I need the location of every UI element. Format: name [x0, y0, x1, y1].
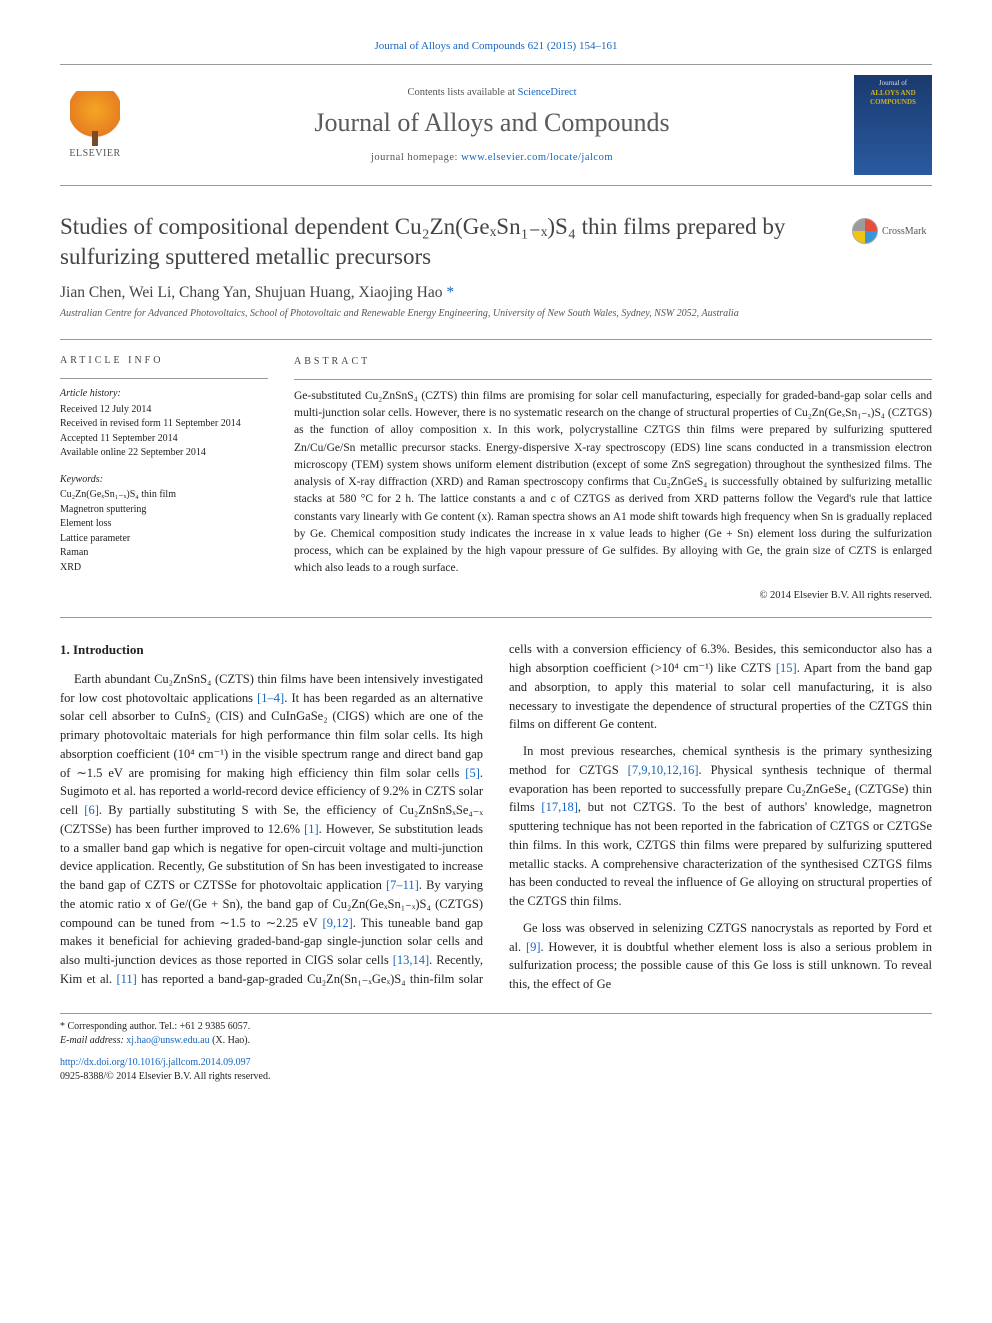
publisher-word: ELSEVIER [60, 148, 130, 159]
keywords-label: Keywords: [60, 473, 268, 488]
keyword: XRD [60, 561, 268, 576]
crossmark-badge[interactable]: CrossMark [852, 218, 932, 244]
corresponding-author: * Corresponding author. Tel.: +61 2 9385… [60, 1020, 932, 1034]
keyword: Element loss [60, 517, 268, 532]
ref-link[interactable]: [7,9,10,12,16] [628, 763, 699, 777]
ref-link[interactable]: [5] [465, 766, 480, 780]
keyword: Lattice parameter [60, 532, 268, 547]
history-item: Received in revised form 11 September 20… [60, 417, 268, 432]
section-heading: 1. Introduction [60, 640, 483, 660]
journal-name: Journal of Alloys and Compounds [130, 108, 854, 138]
ref-link[interactable]: [7–11] [386, 878, 419, 892]
masthead: ELSEVIER Contents lists available at Sci… [60, 64, 932, 186]
affiliation: Australian Centre for Advanced Photovolt… [60, 308, 932, 319]
ref-link[interactable]: [1] [304, 822, 319, 836]
ref-link[interactable]: [9,12] [323, 916, 353, 930]
ref-link[interactable]: [9] [526, 940, 541, 954]
history-item: Received 12 July 2014 [60, 403, 268, 418]
ref-link[interactable]: [15] [776, 661, 797, 675]
homepage-link[interactable]: www.elsevier.com/locate/jalcom [461, 152, 613, 163]
journal-homepage: journal homepage: www.elsevier.com/locat… [130, 152, 854, 163]
history-item: Accepted 11 September 2014 [60, 432, 268, 447]
sciencedirect-link[interactable]: ScienceDirect [518, 87, 577, 98]
contents-available: Contents lists available at ScienceDirec… [130, 87, 854, 98]
paragraph: Ge loss was observed in selenizing CZTGS… [509, 919, 932, 994]
keyword: Cu₂Zn(GeₓSn₁₋ₓ)S₄ thin film [60, 488, 268, 503]
issn-line: 0925-8388/© 2014 Elsevier B.V. All right… [60, 1070, 932, 1084]
history-label: Article history: [60, 387, 268, 402]
copyright-line: © 2014 Elsevier B.V. All rights reserved… [294, 588, 932, 604]
ref-link[interactable]: [17,18] [541, 800, 577, 814]
elsevier-tree-icon [70, 91, 120, 146]
abstract-heading: abstract [294, 354, 932, 369]
author-list: Jian Chen, Wei Li, Chang Yan, Shujuan Hu… [60, 284, 932, 302]
email-line: E-mail address: xj.hao@unsw.edu.au (X. H… [60, 1034, 932, 1048]
crossmark-icon [852, 218, 878, 244]
article-info-heading: article info [60, 354, 268, 369]
email-link[interactable]: xj.hao@unsw.edu.au [126, 1035, 209, 1046]
publisher-logo: ELSEVIER [60, 91, 130, 159]
footer: * Corresponding author. Tel.: +61 2 9385… [60, 1013, 932, 1084]
journal-cover-thumbnail: Journal of ALLOYS AND COMPOUNDS [854, 75, 932, 175]
doi-link[interactable]: http://dx.doi.org/10.1016/j.jallcom.2014… [60, 1057, 251, 1068]
ref-link[interactable]: [6] [84, 803, 99, 817]
ref-link[interactable]: [11] [116, 972, 136, 986]
body-text: 1. Introduction Earth abundant Cu₂ZnSnS₄… [60, 640, 932, 995]
history-item: Available online 22 September 2014 [60, 446, 268, 461]
paragraph: In most previous researches, chemical sy… [509, 742, 932, 911]
citation-line: Journal of Alloys and Compounds 621 (201… [60, 40, 932, 52]
keyword: Raman [60, 546, 268, 561]
corresponding-marker[interactable]: * [446, 284, 454, 301]
crossmark-label: CrossMark [882, 226, 926, 237]
ref-link[interactable]: [1–4] [257, 691, 284, 705]
keyword: Magnetron sputtering [60, 503, 268, 518]
abstract-text: Ge-substituted Cu₂ZnSnS₄ (CZTS) thin fil… [294, 388, 932, 578]
ref-link[interactable]: [13,14] [393, 953, 429, 967]
paper-title: Studies of compositional dependent Cu₂Zn… [60, 212, 838, 272]
citation-link[interactable]: Journal of Alloys and Compounds 621 (201… [375, 40, 618, 52]
